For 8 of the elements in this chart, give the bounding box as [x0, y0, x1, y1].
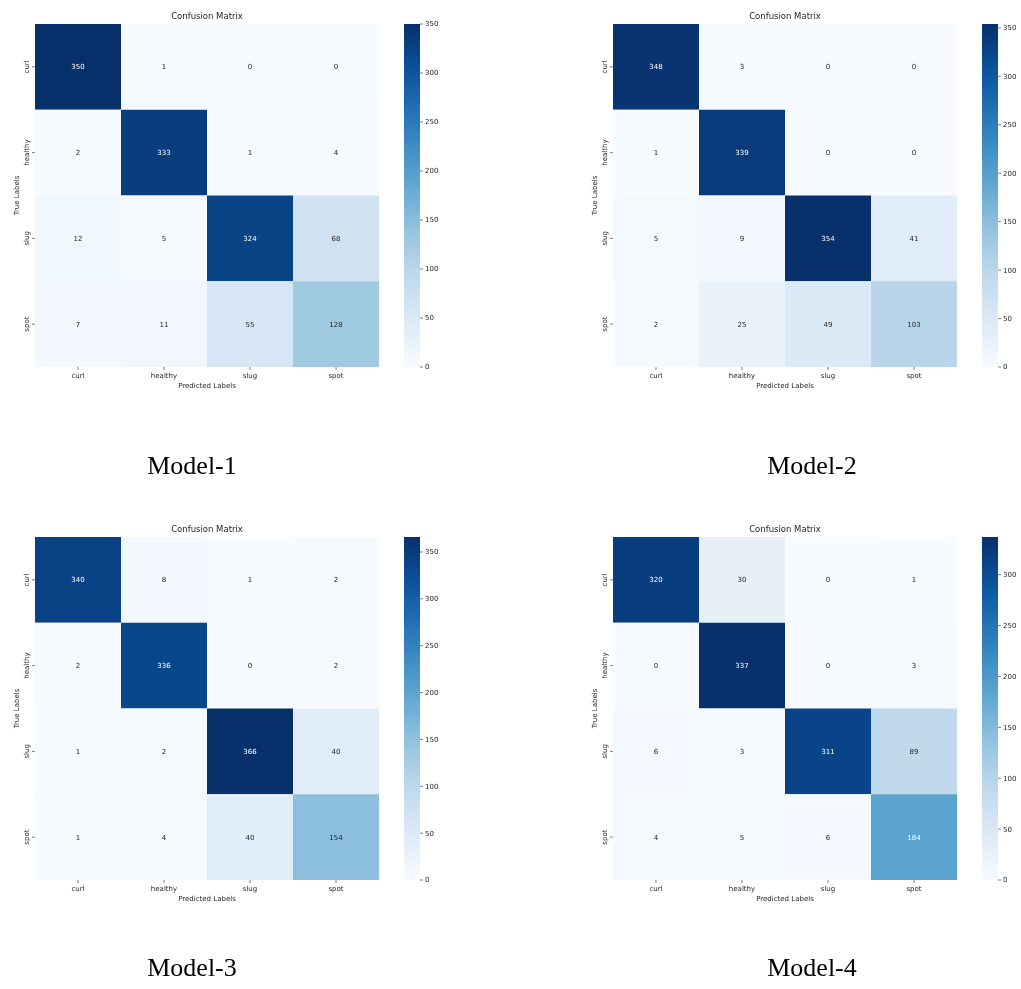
chart-title: Confusion Matrix	[749, 524, 821, 534]
text: Model-2	[767, 451, 857, 480]
text: Model-3	[147, 953, 237, 982]
text: Model-4	[767, 953, 857, 982]
chart-title: Confusion Matrix	[171, 524, 243, 534]
chart-title: Confusion Matrix	[171, 11, 243, 21]
text: Model-1	[147, 451, 237, 480]
chart-title: Confusion Matrix	[749, 11, 821, 21]
